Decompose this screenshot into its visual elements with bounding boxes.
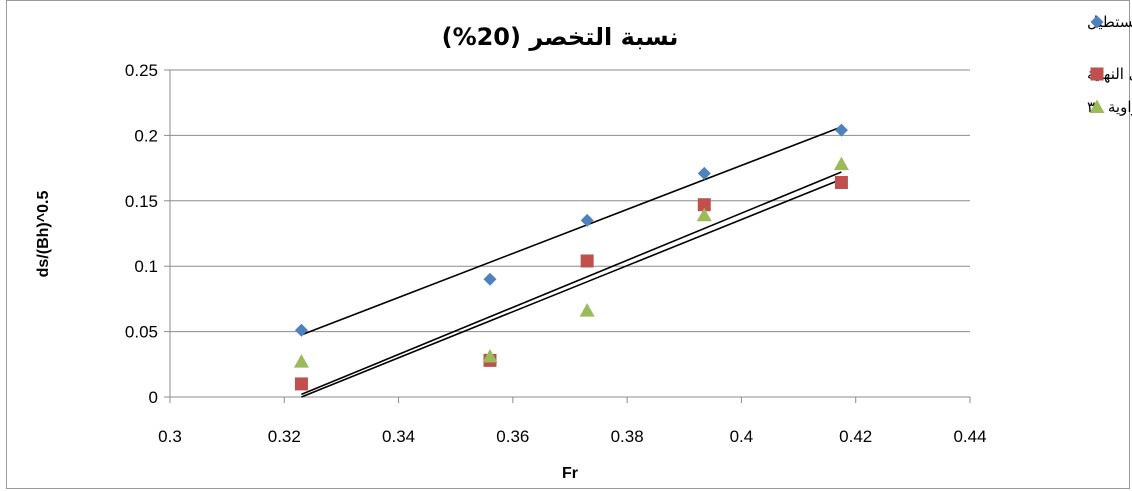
point-series-0-4 <box>834 123 848 137</box>
y-axis-title: ds/(Bh)^0.5 <box>35 191 52 278</box>
x-tick-label-5: 0.4 <box>730 427 754 446</box>
trendlines <box>301 126 842 398</box>
x-tick-label-2: 0.34 <box>382 427 415 446</box>
x-tick-label-4: 0.38 <box>611 427 644 446</box>
point-series-2-0 <box>293 354 309 368</box>
point-series-1-0 <box>294 377 308 391</box>
trendline-series-0 <box>301 126 842 336</box>
point-series-2-4 <box>833 156 849 171</box>
y-tick-label-3: 0.15 <box>125 192 158 211</box>
tick-labels: 0 0.05 0.1 0.15 0.2 0.25 0.3 0.32 0.34 0.36 0.38 0.… <box>125 61 987 446</box>
y-tick-label-2: 0.1 <box>134 257 158 276</box>
legend-marker-1 <box>1090 67 1104 81</box>
point-series-0-3 <box>697 166 711 180</box>
point-series-1-3 <box>697 198 711 212</box>
y-tick-label-5: 0.25 <box>125 61 158 80</box>
x-tick-label-6: 0.42 <box>839 427 872 446</box>
trendline-series-2 <box>301 171 842 396</box>
chart-title: نسبة التخصر (20%) <box>442 23 679 51</box>
legend: الكتف المستطيلالكتف دائري النهايةالكتف ا… <box>1087 13 1132 116</box>
point-series-1-2 <box>580 254 594 268</box>
point-series-0-0 <box>294 323 308 337</box>
point-series-1-4 <box>834 175 848 189</box>
x-tick-label-3: 0.36 <box>496 427 529 446</box>
point-series-0-1 <box>483 272 497 286</box>
point-series-2-1 <box>482 348 498 363</box>
y-tick-label-4: 0.2 <box>134 126 158 145</box>
x-tick-label-0: 0.3 <box>158 427 182 446</box>
x-axis-title: Fr <box>562 465 578 482</box>
chart-frame <box>6 0 1130 489</box>
x-tick-label-1: 0.32 <box>268 427 301 446</box>
point-series-2-3 <box>696 207 712 222</box>
axes <box>164 69 971 403</box>
legend-marker-2 <box>1089 99 1105 113</box>
point-series-0-2 <box>580 213 594 227</box>
data-points <box>293 123 849 391</box>
y-tick-label-0: 0 <box>149 388 158 407</box>
y-tick-label-1: 0.05 <box>125 323 158 342</box>
x-tick-label-7: 0.44 <box>953 427 986 446</box>
trendline-series-1 <box>301 178 842 398</box>
grid-lines <box>170 69 970 333</box>
legend-marker-0 <box>1090 15 1104 29</box>
point-series-2-2 <box>579 303 595 317</box>
